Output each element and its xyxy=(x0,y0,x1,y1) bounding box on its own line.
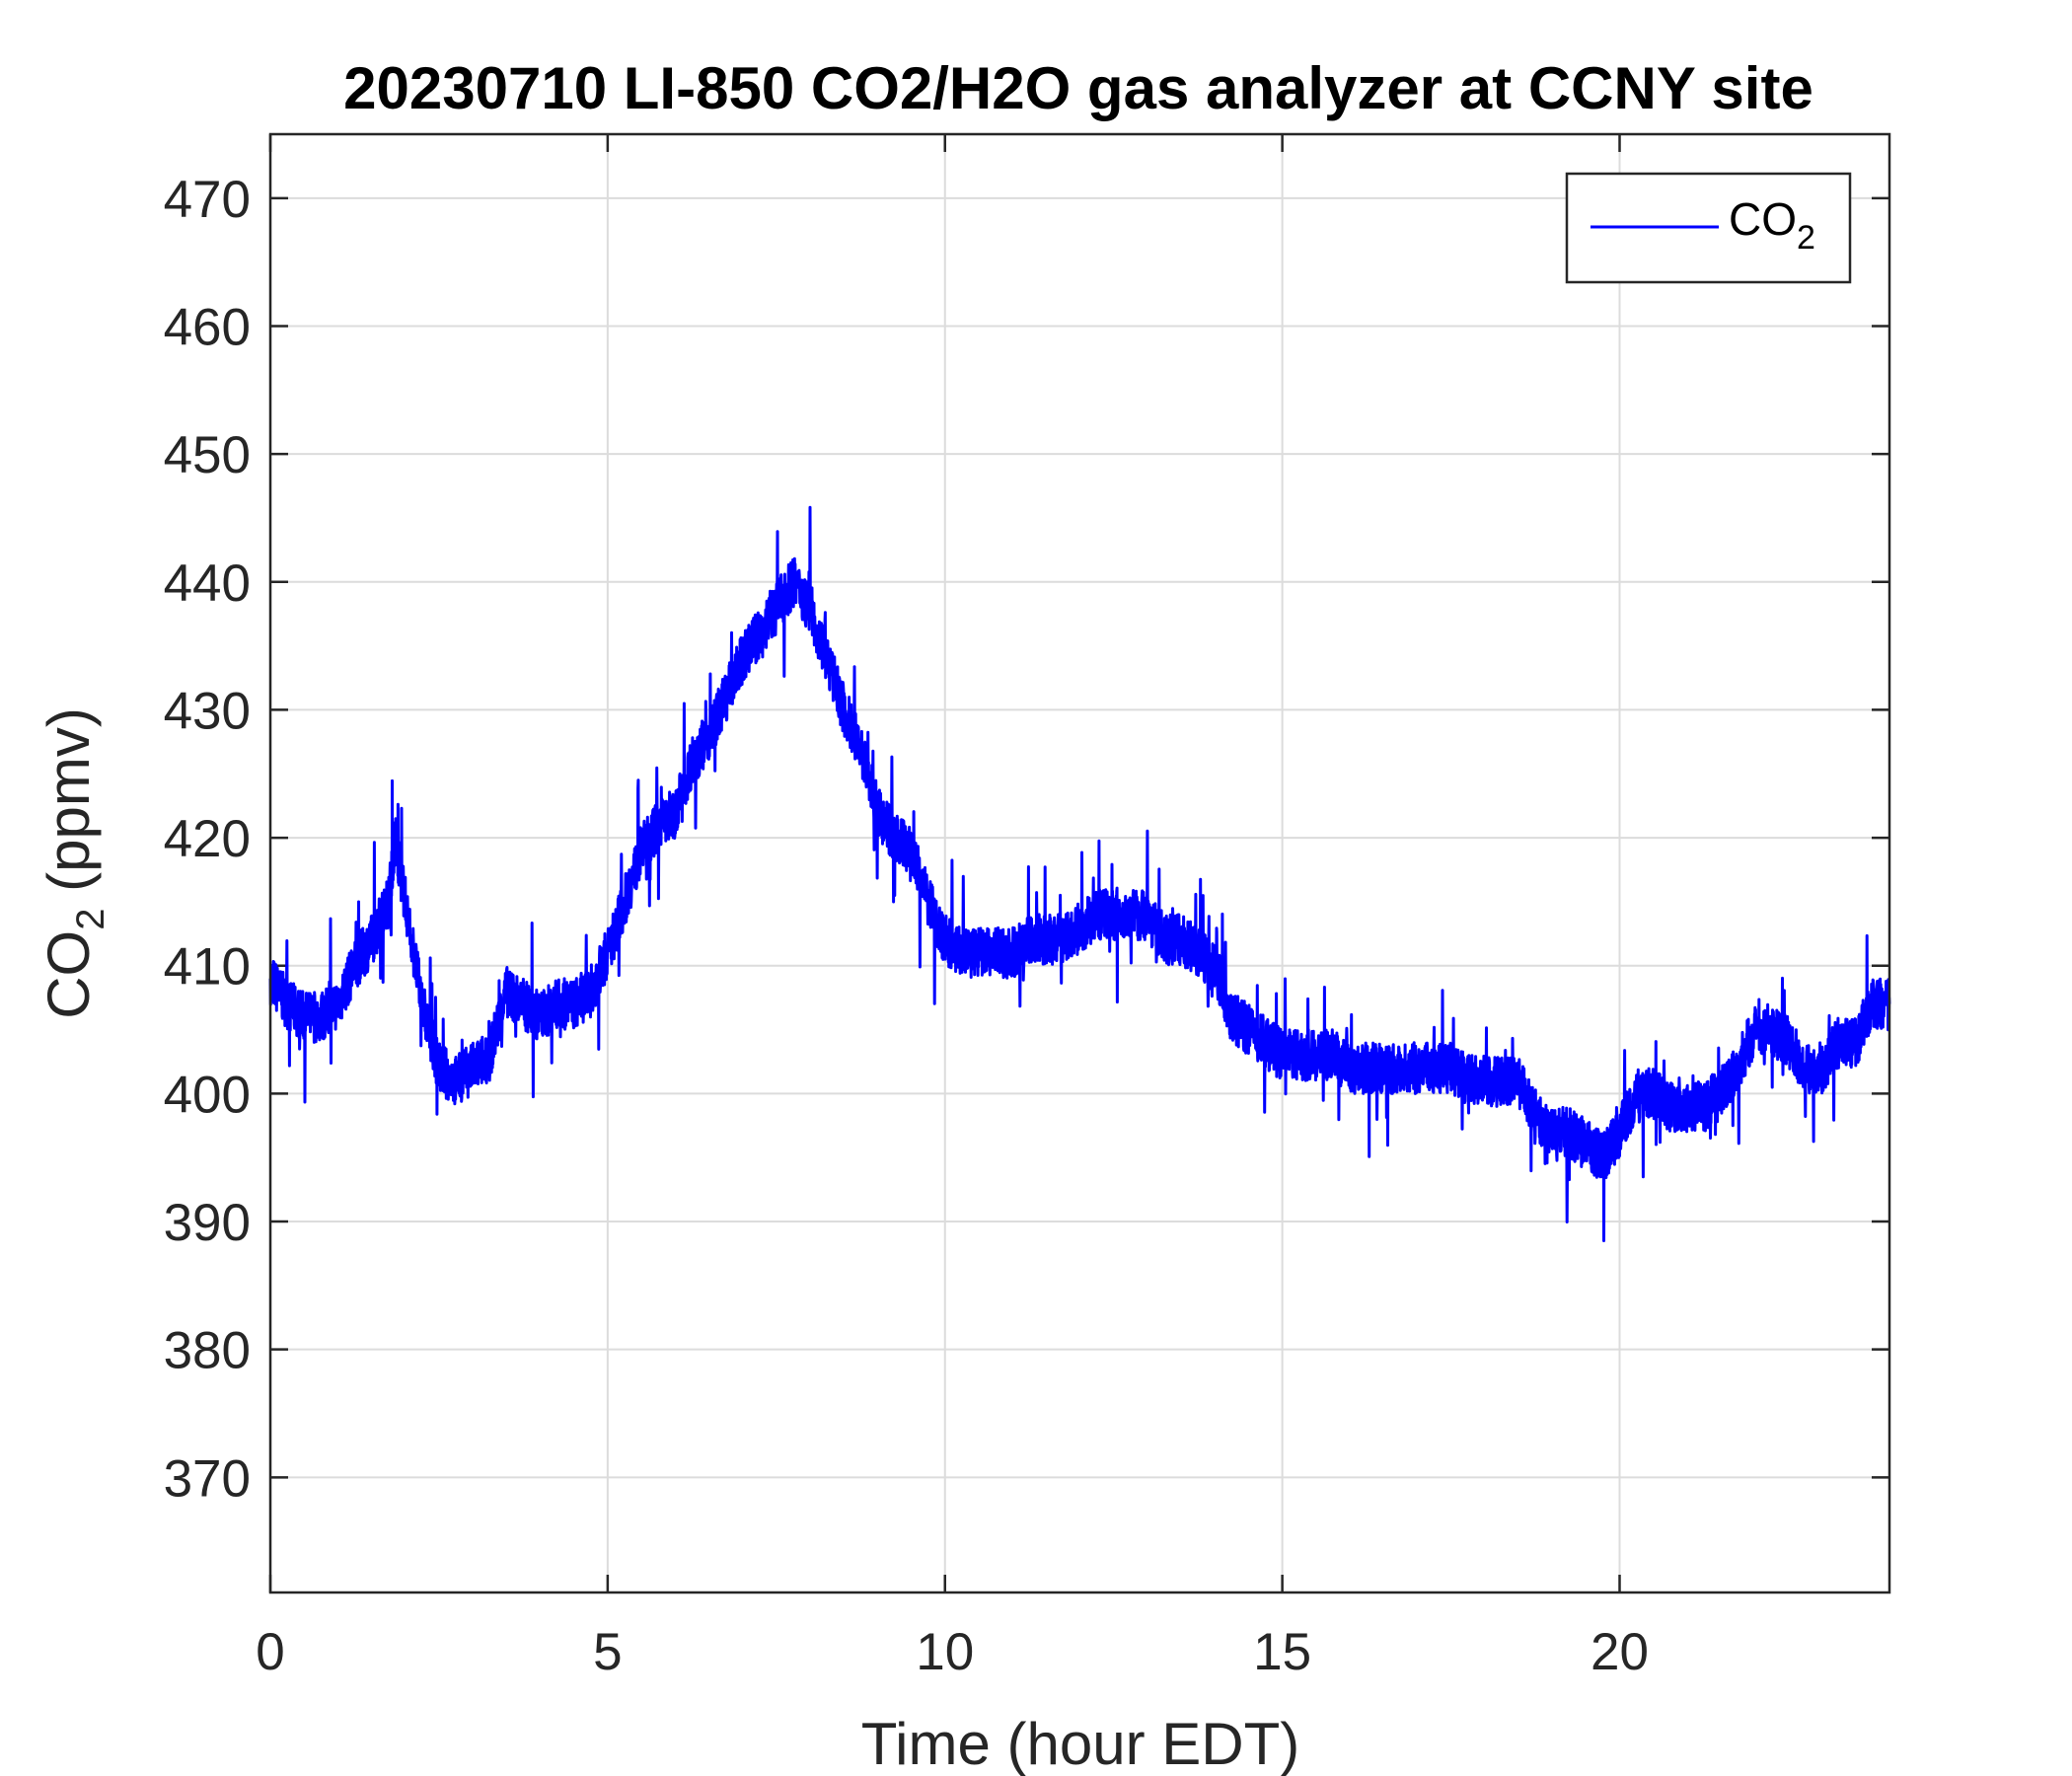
y-tick-label: 410 xyxy=(164,938,251,997)
y-tick-label: 470 xyxy=(164,171,251,229)
legend: CO2 xyxy=(1565,172,1852,284)
y-axis-label: CO2 (ppmv) xyxy=(36,707,112,1019)
y-tick-label: 380 xyxy=(164,1322,251,1380)
y-tick-label: 440 xyxy=(164,555,251,613)
plot-area xyxy=(270,134,1889,1592)
y-tick-label: 430 xyxy=(164,682,251,740)
x-tick-label: 5 xyxy=(593,1623,622,1681)
x-tick-label: 0 xyxy=(256,1623,284,1681)
x-tick-label: 20 xyxy=(1591,1623,1649,1681)
co2-series-line xyxy=(268,505,1891,1242)
legend-label-base: CO xyxy=(1729,193,1797,245)
y-tick-label: 400 xyxy=(164,1066,251,1124)
x-axis-label: Time (hour EDT) xyxy=(861,1711,1300,1776)
y-tick-label: 450 xyxy=(164,426,251,484)
y-tick-label: 460 xyxy=(164,298,251,356)
x-tick-label: 10 xyxy=(916,1623,974,1681)
legend-label-subscript: 2 xyxy=(1797,219,1815,257)
y-tick-label: 370 xyxy=(164,1449,251,1508)
x-tick-label: 15 xyxy=(1253,1623,1311,1681)
y-tick-label: 390 xyxy=(164,1194,251,1252)
y-tick-label: 420 xyxy=(164,810,251,868)
legend-label-co2: CO2 xyxy=(1729,193,1815,257)
plot-frame xyxy=(268,132,1891,1594)
y-axis-label-base: CO xyxy=(36,930,102,1019)
y-axis-label-subscript: 2 xyxy=(69,909,112,930)
y-axis-ticks: 370 380 390 400 410 420 430 440 450 460 470 xyxy=(164,171,1889,1508)
chart-title: 20230710 LI-850 CO2/H2O gas analyzer at … xyxy=(343,55,1813,121)
y-axis-label-rest: (ppmv) xyxy=(36,707,102,908)
